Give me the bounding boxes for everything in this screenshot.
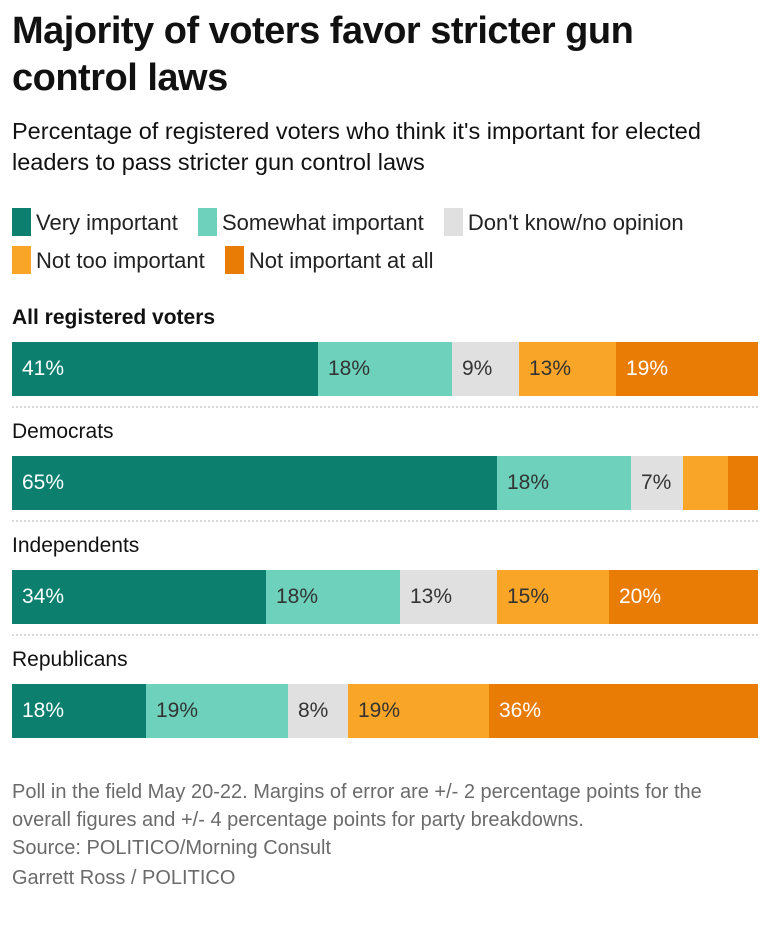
- legend-label: Not too important: [36, 248, 205, 273]
- data-label: 20%: [619, 585, 662, 608]
- data-label: 19%: [156, 699, 199, 722]
- data-label: 8%: [298, 699, 329, 722]
- bar-segment-not-important-at-all: [728, 456, 758, 510]
- bar-segment-somewhat-important: 19%: [146, 684, 288, 738]
- legend-item-very-important: Very important: [12, 204, 178, 242]
- data-label: 65%: [22, 471, 65, 494]
- credit-note: Garrett Ross / POLITICO: [12, 867, 236, 889]
- row-separator: [12, 520, 758, 522]
- methodology-note: Poll in the field May 20-22. Margins of …: [12, 781, 702, 831]
- chart-title: Majority of voters favor stricter gun co…: [12, 10, 634, 99]
- bar-democrats: 65% 18% 7%: [12, 456, 758, 510]
- data-label: 19%: [358, 699, 401, 722]
- data-label: 41%: [22, 357, 65, 380]
- data-label: 7%: [641, 471, 672, 494]
- bar-segment-not-important-at-all: 36%: [489, 684, 758, 738]
- legend-item-not-too-important: Not too important: [12, 242, 205, 280]
- bar-segment-don-t-know-no-opinion: 8%: [288, 684, 348, 738]
- bar-segment-not-too-important: 19%: [348, 684, 489, 738]
- data-label: 15%: [507, 585, 550, 608]
- category-label-all-registered-voters: All registered voters: [12, 306, 216, 329]
- bar-segment-not-too-important: [683, 456, 728, 510]
- legend-label: Very important: [36, 210, 178, 235]
- legend-swatch: [12, 208, 31, 236]
- legend-swatch: [197, 208, 217, 236]
- data-label: 18%: [276, 585, 319, 608]
- legend-swatch: [12, 246, 31, 274]
- legend: Very important Somewhat important Don't …: [12, 204, 762, 280]
- legend-item-somewhat-important: Somewhat important: [197, 204, 424, 242]
- data-label: 18%: [328, 357, 371, 380]
- row-separator: [12, 406, 758, 408]
- bar-segment-somewhat-important: 18%: [497, 456, 631, 510]
- bar-segment-not-too-important: 13%: [519, 342, 616, 396]
- bar-all-registered-voters: 41% 18% 9% 13% 19%: [12, 342, 758, 396]
- bar-segment-not-important-at-all: 19%: [616, 342, 758, 396]
- category-label-democrats: Democrats: [12, 420, 114, 443]
- chart-subtitle: Percentage of registered voters who thin…: [12, 118, 701, 175]
- legend-label: Don't know/no opinion: [467, 210, 684, 235]
- legend-item-not-important-at-all: Not important at all: [224, 242, 434, 280]
- bar-segment-not-important-at-all: 20%: [609, 570, 758, 624]
- category-label-independents: Independents: [12, 534, 140, 557]
- data-label: 34%: [22, 585, 65, 608]
- bar-segment-don-t-know-no-opinion: 13%: [400, 570, 497, 624]
- source-note: Source: POLITICO/Morning Consult: [12, 837, 332, 859]
- legend-swatch: [224, 246, 244, 274]
- bar-segment-don-t-know-no-opinion: 7%: [631, 456, 683, 510]
- data-label: 19%: [626, 357, 669, 380]
- footnotes: Poll in the field May 20-22. Margins of …: [12, 778, 762, 892]
- bar-independents: 34% 18% 13% 15% 20%: [12, 570, 758, 624]
- bar-segment-very-important: 18%: [12, 684, 146, 738]
- data-label: 13%: [529, 357, 572, 380]
- bar-segment-don-t-know-no-opinion: 9%: [452, 342, 519, 396]
- bar-segment-very-important: 65%: [12, 456, 497, 510]
- data-label: 18%: [507, 471, 550, 494]
- data-label: 36%: [499, 699, 542, 722]
- data-label: 9%: [462, 357, 493, 380]
- row-separator: [12, 634, 758, 636]
- bar-segment-not-too-important: 15%: [497, 570, 609, 624]
- category-label-republicans: Republicans: [12, 648, 128, 671]
- bar-republicans: 18% 19% 8% 19% 36%: [12, 684, 758, 738]
- legend-item-dont-know: Don't know/no opinion: [443, 204, 684, 242]
- bar-segment-somewhat-important: 18%: [318, 342, 452, 396]
- legend-swatch: [443, 208, 463, 236]
- data-label: 13%: [410, 585, 453, 608]
- bar-segment-very-important: 34%: [12, 570, 266, 624]
- legend-label: Somewhat important: [221, 210, 424, 235]
- data-label: 18%: [22, 699, 65, 722]
- legend-label: Not important at all: [248, 248, 434, 273]
- bar-segment-somewhat-important: 18%: [266, 570, 400, 624]
- bar-segment-very-important: 41%: [12, 342, 318, 396]
